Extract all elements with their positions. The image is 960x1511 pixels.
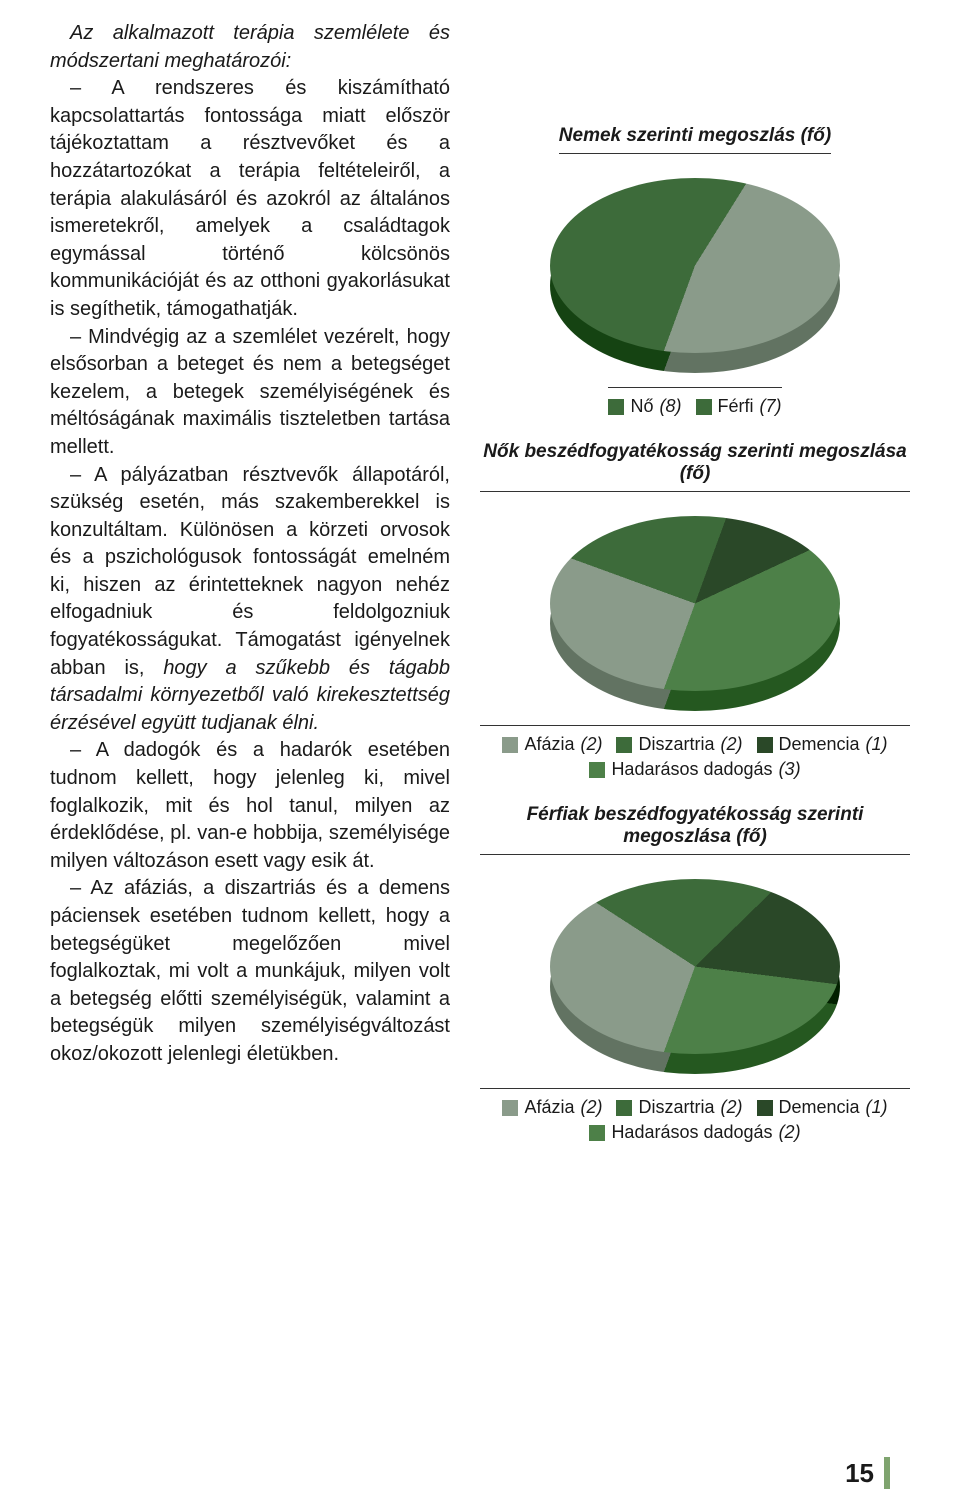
legend-label: Nő (630, 396, 653, 417)
legend-item: Diszartria (2) (616, 734, 742, 755)
gender-chart-title: Nemek szerinti megoszlás (fő) (559, 125, 831, 154)
legend-item: Nő (8) (608, 396, 681, 417)
gender-legend: Nő (8) Férfi (7) (608, 387, 781, 417)
legend-item: Demencia (1) (757, 1097, 888, 1118)
paragraph-4: – A dadogók és a hadarók esetében tudnom… (50, 737, 450, 875)
right-chart-column: Nemek szerinti megoszlás (fő) Nő (8) Férf… (480, 20, 910, 1167)
legend-item: Afázia (2) (502, 1097, 602, 1118)
women-chart-title: Nők beszédfogyatékosság szerinti megoszl… (480, 441, 910, 492)
legend-value: (2) (779, 1122, 801, 1143)
women-chart: Nők beszédfogyatékosság szerinti megoszl… (480, 441, 910, 804)
legend-swatch (757, 1100, 773, 1116)
men-pie (550, 879, 840, 1074)
legend-swatch (616, 737, 632, 753)
pie-top (550, 516, 840, 691)
legend-swatch (589, 762, 605, 778)
legend-value: (3) (779, 759, 801, 780)
paragraph-3: – A pályázatban résztvevők állapotáról, … (50, 462, 450, 738)
page-layout: Az alkalmazott terápia szemlélete és mód… (50, 20, 910, 1167)
legend-label: Demencia (779, 734, 860, 755)
men-chart-title: Férfiak beszédfogyatékosság szerinti meg… (480, 804, 910, 855)
legend-label: Afázia (524, 1097, 574, 1118)
legend-swatch (608, 399, 624, 415)
legend-label: Afázia (524, 734, 574, 755)
legend-label: Hadarásos dadogás (611, 759, 772, 780)
legend-value: (1) (866, 1097, 888, 1118)
legend-item: Hadarásos dadogás (2) (589, 1122, 800, 1143)
paragraph-1: – A rendszeres és kiszámítható kapcsolat… (50, 75, 450, 323)
legend-value: (2) (721, 734, 743, 755)
gender-chart: Nemek szerinti megoszlás (fő) Nő (8) Férf… (480, 125, 910, 441)
legend-swatch (502, 737, 518, 753)
legend-item: Demencia (1) (757, 734, 888, 755)
legend-swatch (757, 737, 773, 753)
legend-label: Diszartria (638, 734, 714, 755)
section-heading: Az alkalmazott terápia szemlélete és mód… (50, 20, 450, 75)
legend-value: (2) (580, 1097, 602, 1118)
legend-value: (2) (580, 734, 602, 755)
legend-item: Hadarásos dadogás (3) (589, 759, 800, 780)
legend-label: Hadarásos dadogás (611, 1122, 772, 1143)
legend-swatch (589, 1125, 605, 1141)
paragraph-2: – Mindvégig az a szemlélet vezérelt, hog… (50, 324, 450, 462)
legend-item: Férfi (7) (696, 396, 782, 417)
men-chart: Férfiak beszédfogyatékosság szerinti meg… (480, 804, 910, 1167)
left-text-column: Az alkalmazott terápia szemlélete és mód… (50, 20, 450, 1167)
legend-value: (1) (866, 734, 888, 755)
legend-label: Férfi (718, 396, 754, 417)
legend-value: (7) (760, 396, 782, 417)
page-number: 15 (845, 1457, 890, 1489)
page-number-value: 15 (845, 1458, 874, 1489)
women-pie (550, 516, 840, 711)
legend-item: Afázia (2) (502, 734, 602, 755)
legend-label: Diszartria (638, 1097, 714, 1118)
men-legend: Afázia (2)Diszartria (2)Demencia (1)Hada… (480, 1088, 910, 1143)
legend-swatch (502, 1100, 518, 1116)
gender-pie (550, 178, 840, 373)
legend-swatch (696, 399, 712, 415)
legend-swatch (616, 1100, 632, 1116)
pie-top (550, 879, 840, 1054)
pie-top (550, 178, 840, 353)
legend-label: Demencia (779, 1097, 860, 1118)
legend-value: (8) (660, 396, 682, 417)
legend-item: Diszartria (2) (616, 1097, 742, 1118)
paragraph-5: – Az afáziás, a diszartriás és a demens … (50, 875, 450, 1068)
legend-value: (2) (721, 1097, 743, 1118)
page-number-bar (884, 1457, 890, 1489)
women-legend: Afázia (2)Diszartria (2)Demencia (1)Hada… (480, 725, 910, 780)
